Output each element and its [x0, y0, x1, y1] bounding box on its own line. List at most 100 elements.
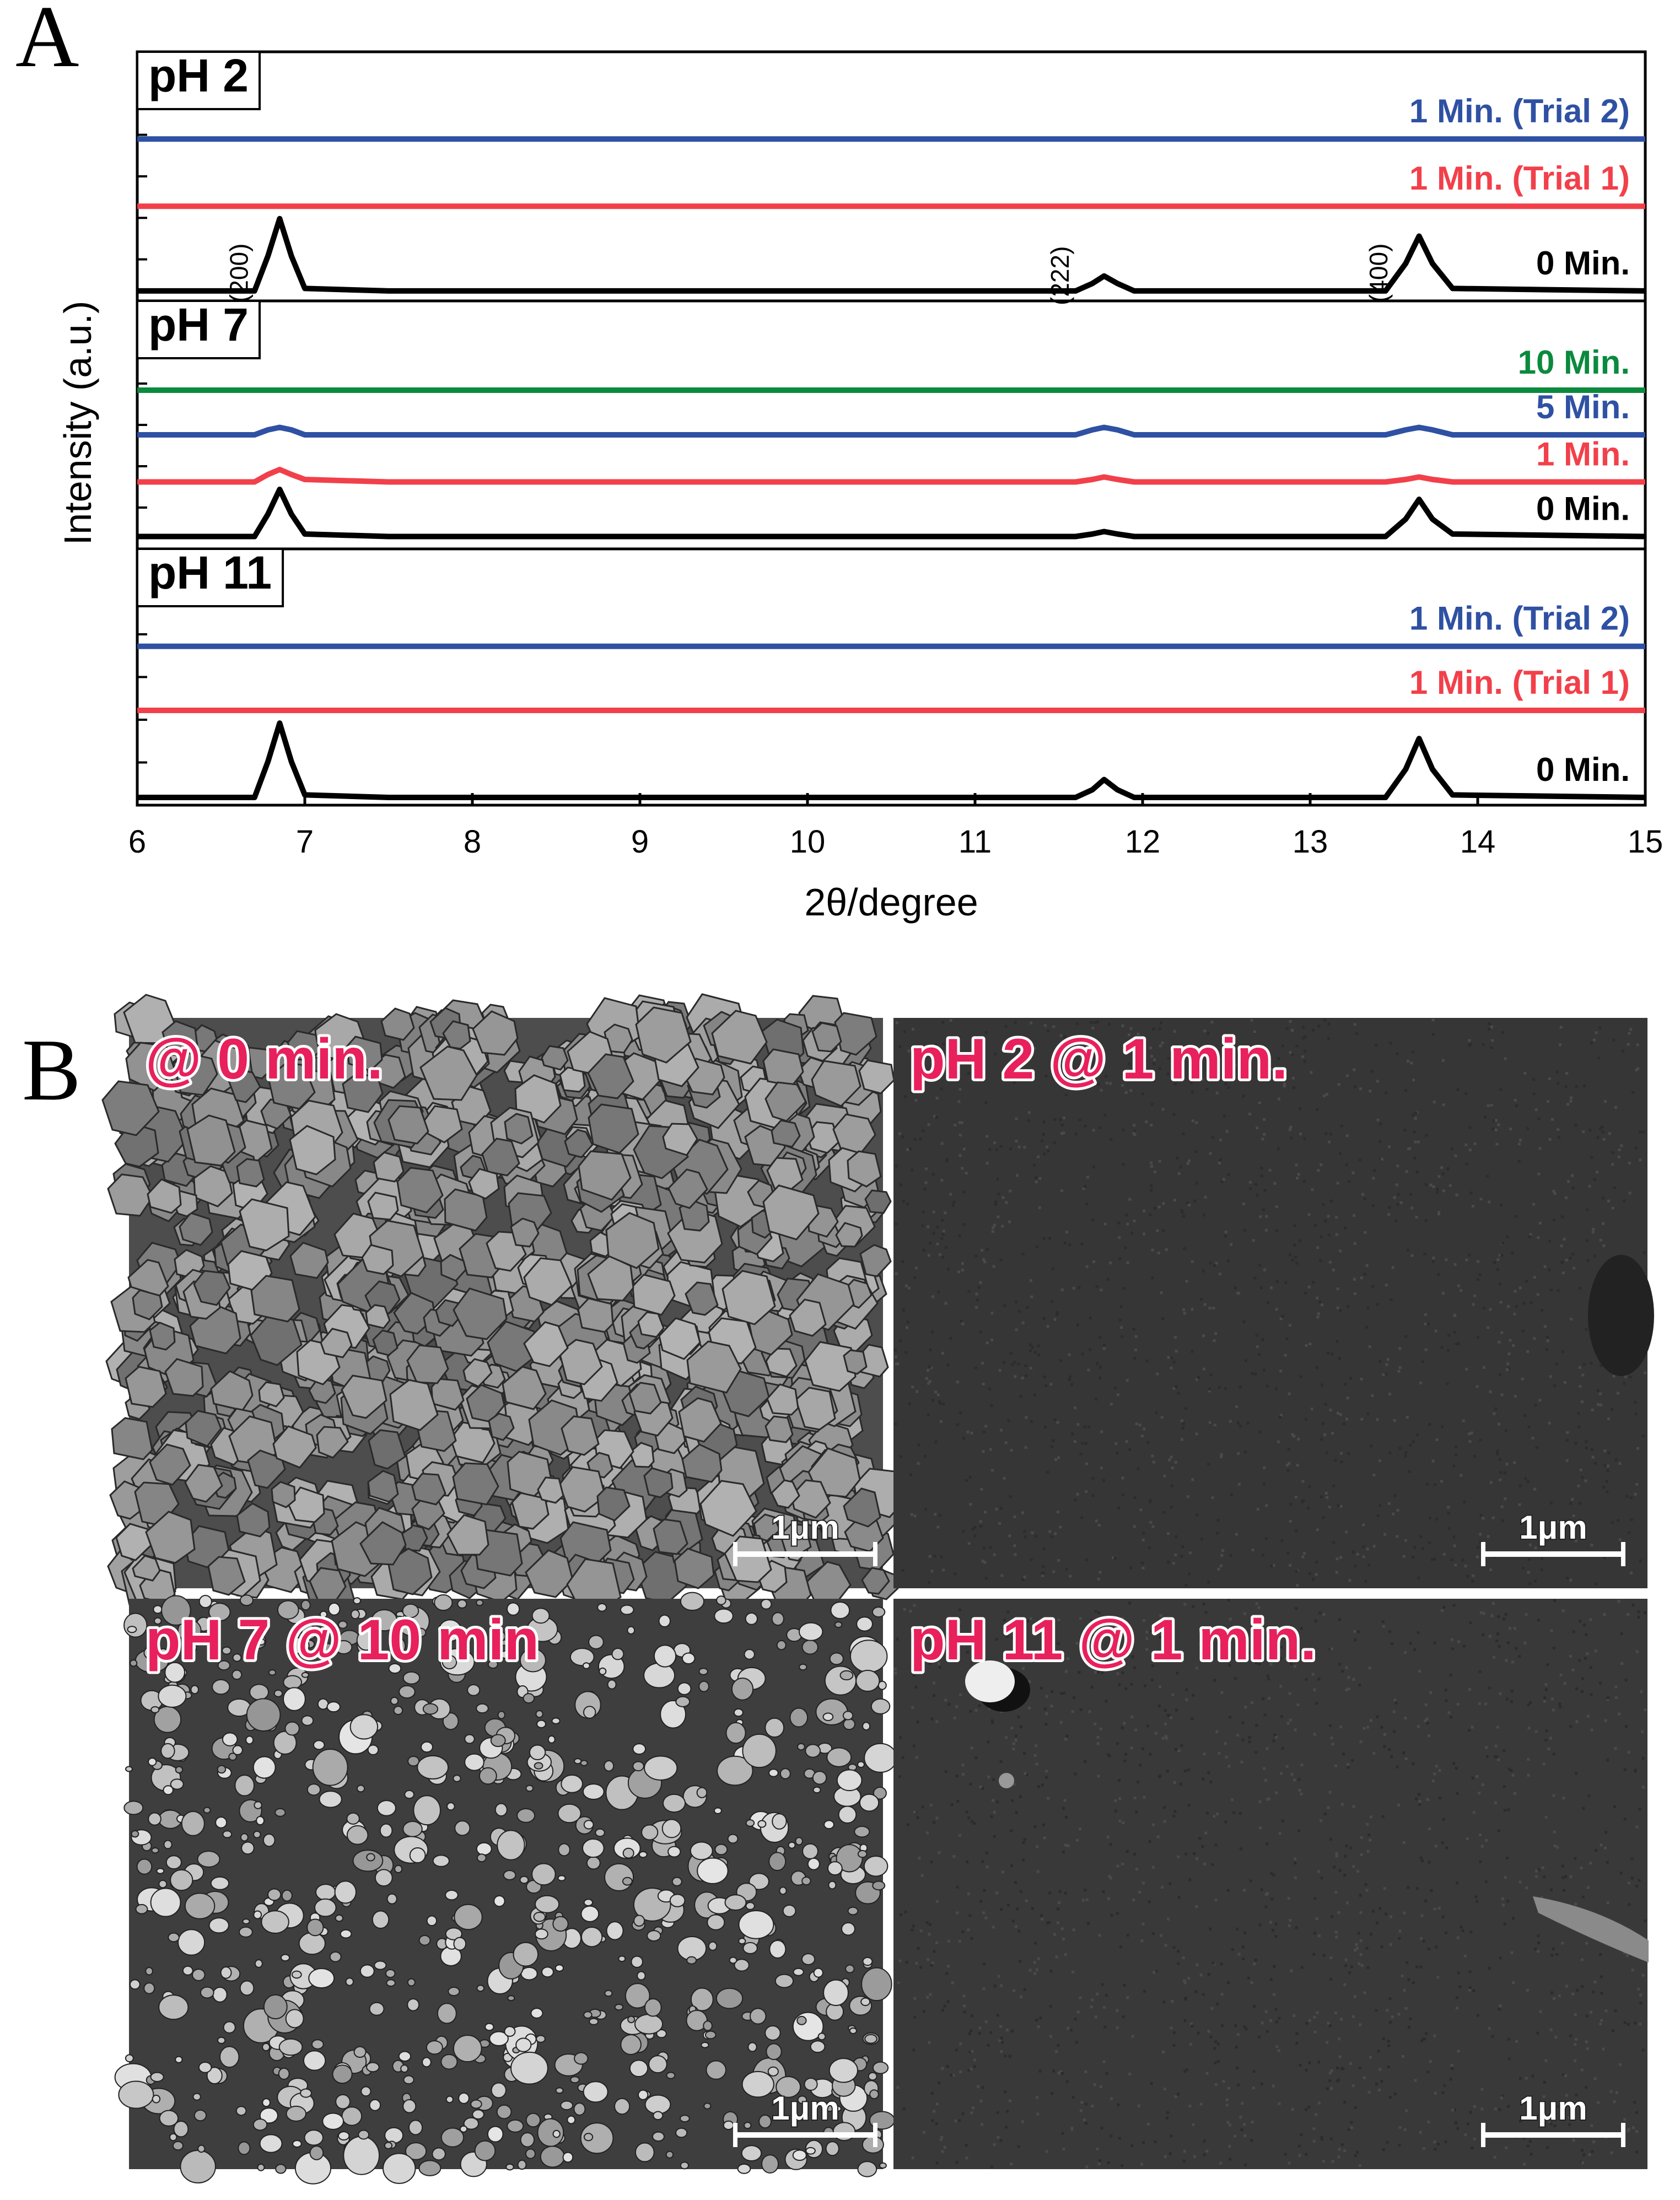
- noise: [1266, 1892, 1269, 1895]
- noise: [935, 2122, 938, 2125]
- noise: [1183, 1312, 1186, 1315]
- noise: [1527, 1757, 1530, 1761]
- noise: [1030, 1558, 1033, 1561]
- noise: [1091, 2105, 1094, 2108]
- noise: [1638, 1879, 1641, 1882]
- noise: [1313, 1688, 1316, 1691]
- noise: [1308, 1485, 1311, 1488]
- noise: [1313, 2030, 1317, 2034]
- crystal-grain: [446, 1514, 489, 1556]
- noise: [1305, 1678, 1308, 1681]
- noise: [1405, 1170, 1408, 1173]
- noise: [1498, 1340, 1501, 1344]
- noise: [1255, 1334, 1258, 1337]
- noise: [1431, 1018, 1435, 1022]
- noise: [1059, 1721, 1063, 1724]
- noise: [1166, 1770, 1169, 1773]
- noise: [1309, 1342, 1312, 1346]
- noise: [1105, 1700, 1108, 1703]
- noise: [1320, 1438, 1323, 1441]
- noise: [1382, 2148, 1385, 2152]
- noise: [1083, 1425, 1086, 1428]
- noise: [1344, 1854, 1347, 1858]
- particle: [253, 1910, 262, 1919]
- noise: [1568, 1523, 1571, 1527]
- noise: [1433, 2034, 1436, 2037]
- crystal-grain: [699, 1480, 757, 1537]
- noise: [1566, 1103, 1570, 1106]
- noise: [1202, 1270, 1205, 1273]
- noise: [1441, 1059, 1445, 1062]
- noise: [1431, 1033, 1435, 1036]
- noise: [1494, 1755, 1497, 1758]
- particle: [857, 1761, 865, 1768]
- noise: [1278, 2102, 1281, 2105]
- noise: [961, 1262, 964, 1265]
- noise: [1487, 1535, 1490, 1538]
- noise: [1199, 2102, 1203, 2106]
- noise: [1451, 1647, 1455, 1651]
- particle: [493, 1895, 505, 1907]
- noise: [1496, 1726, 1499, 1729]
- noise: [1613, 1805, 1617, 1808]
- noise: [1596, 1136, 1600, 1139]
- crystal-grain: [766, 1383, 799, 1416]
- noise: [1205, 2149, 1209, 2153]
- noise: [923, 1188, 927, 1191]
- noise: [1170, 1366, 1173, 1369]
- particle: [173, 2121, 189, 2138]
- noise: [1606, 1901, 1609, 1905]
- noise: [1092, 1165, 1095, 1168]
- crystal-grain: [430, 1378, 465, 1411]
- noise: [916, 1816, 919, 1819]
- particle: [217, 2036, 226, 2044]
- noise: [1259, 1826, 1262, 1830]
- noise: [1464, 1092, 1468, 1095]
- particle: [464, 1753, 484, 1771]
- noise: [997, 1193, 1000, 1196]
- particle: [158, 1684, 187, 1708]
- particle: [152, 2094, 161, 2104]
- particle: [648, 2055, 667, 2074]
- noise: [1074, 1045, 1077, 1049]
- noise: [1240, 1760, 1243, 1764]
- noise: [1036, 2112, 1040, 2116]
- noise: [1024, 1446, 1027, 1449]
- noise: [1060, 1189, 1063, 1193]
- noise: [1388, 2096, 1392, 2099]
- noise: [1033, 1942, 1037, 1945]
- noise: [1033, 1961, 1036, 1964]
- particle: [291, 1970, 302, 1979]
- noise: [1469, 1191, 1473, 1195]
- noise: [1262, 1767, 1266, 1770]
- noise: [1343, 2149, 1347, 2153]
- noise: [1356, 1870, 1359, 1873]
- noise: [1484, 1115, 1487, 1119]
- noise: [1258, 1101, 1261, 1104]
- noise: [1530, 1301, 1533, 1304]
- noise: [1055, 1955, 1058, 1959]
- noise: [1563, 1682, 1566, 1685]
- crystal-grain: [111, 1417, 153, 1460]
- noise: [1256, 1194, 1259, 1197]
- noise: [1128, 1448, 1132, 1451]
- noise: [1046, 1470, 1049, 1474]
- noise: [1534, 1546, 1537, 1550]
- noise: [1316, 1246, 1320, 1249]
- noise: [1363, 1198, 1366, 1201]
- noise: [1391, 1642, 1394, 1645]
- noise: [1237, 1292, 1241, 1295]
- noise: [1061, 2132, 1064, 2135]
- noise: [1323, 1094, 1326, 1098]
- particle: [422, 2057, 432, 2068]
- crystal-grain: [653, 1518, 688, 1555]
- noise: [1117, 1779, 1121, 1782]
- panel-title: pH 7: [148, 299, 249, 351]
- particle: [220, 1966, 232, 1979]
- noise: [1490, 1025, 1493, 1028]
- particle: [795, 1837, 803, 1846]
- particle: [143, 1982, 155, 1994]
- noise: [1101, 1983, 1104, 1986]
- noise: [1019, 1960, 1022, 1963]
- noise: [1042, 1237, 1046, 1240]
